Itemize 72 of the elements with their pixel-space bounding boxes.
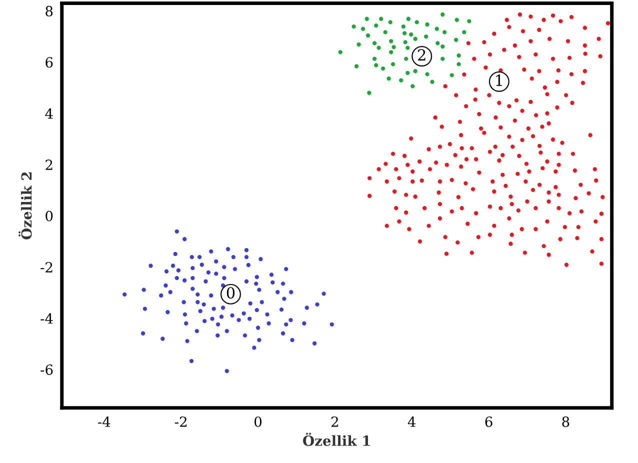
point bbox=[462, 30, 466, 34]
y-tick-label: -4 bbox=[40, 313, 53, 324]
x-tick-label: 6 bbox=[485, 416, 492, 427]
point bbox=[424, 34, 428, 39]
point bbox=[404, 56, 408, 61]
point bbox=[454, 38, 458, 42]
point bbox=[380, 66, 386, 71]
point bbox=[456, 62, 461, 66]
point bbox=[454, 18, 459, 22]
point bbox=[338, 50, 342, 54]
point bbox=[410, 84, 415, 88]
point bbox=[356, 42, 361, 47]
y-tick-label: 6 bbox=[46, 57, 53, 68]
x-axis-title: Özellik 1 bbox=[303, 432, 370, 446]
x-tick-label: 8 bbox=[562, 416, 570, 427]
point bbox=[406, 46, 410, 50]
point bbox=[456, 53, 461, 58]
point bbox=[401, 24, 406, 29]
point bbox=[379, 16, 384, 21]
annotation: 1 bbox=[496, 74, 502, 86]
point bbox=[389, 39, 394, 44]
point bbox=[372, 41, 377, 46]
point bbox=[374, 63, 378, 68]
point bbox=[402, 31, 407, 36]
point bbox=[386, 76, 391, 81]
point bbox=[450, 73, 454, 78]
point bbox=[354, 64, 359, 68]
point bbox=[406, 16, 410, 21]
point bbox=[367, 90, 372, 95]
point bbox=[442, 30, 447, 34]
point bbox=[392, 44, 396, 50]
annotation: 2 bbox=[418, 49, 426, 60]
point bbox=[360, 26, 366, 31]
x-tick-label: 4 bbox=[408, 416, 416, 427]
point bbox=[430, 80, 434, 84]
annotation: 0 bbox=[226, 287, 235, 299]
point bbox=[388, 20, 392, 24]
point bbox=[467, 19, 472, 24]
x-tick-label: -4 bbox=[98, 416, 110, 427]
x-tick-label: -2 bbox=[174, 416, 187, 427]
point bbox=[374, 23, 378, 28]
point bbox=[383, 30, 388, 34]
x-tick-label: 0 bbox=[254, 416, 262, 427]
point bbox=[440, 56, 445, 61]
y-tick-label: -2 bbox=[40, 262, 52, 272]
point bbox=[364, 16, 369, 21]
x-tick-label: 2 bbox=[331, 416, 338, 427]
y-tick-label: 4 bbox=[45, 108, 53, 119]
y-tick-label: 0 bbox=[46, 210, 53, 222]
point bbox=[440, 44, 445, 49]
point bbox=[413, 69, 418, 74]
point bbox=[406, 70, 410, 75]
point bbox=[389, 50, 394, 54]
point bbox=[390, 62, 396, 66]
point bbox=[399, 78, 404, 82]
y-tick-label: -6 bbox=[40, 364, 53, 375]
point bbox=[352, 24, 356, 29]
point bbox=[436, 41, 440, 46]
point bbox=[413, 36, 418, 41]
point bbox=[376, 46, 381, 50]
point bbox=[425, 72, 430, 76]
point bbox=[403, 40, 408, 44]
point bbox=[409, 32, 414, 37]
point bbox=[366, 33, 370, 38]
point bbox=[434, 26, 439, 31]
point bbox=[425, 22, 430, 27]
y-axis-title: Özellik 2 bbox=[18, 172, 32, 240]
y-tick-label: 2 bbox=[46, 160, 52, 170]
point bbox=[440, 12, 445, 17]
point bbox=[372, 56, 377, 61]
y-tick-label: 8 bbox=[46, 6, 53, 16]
point bbox=[414, 20, 419, 24]
